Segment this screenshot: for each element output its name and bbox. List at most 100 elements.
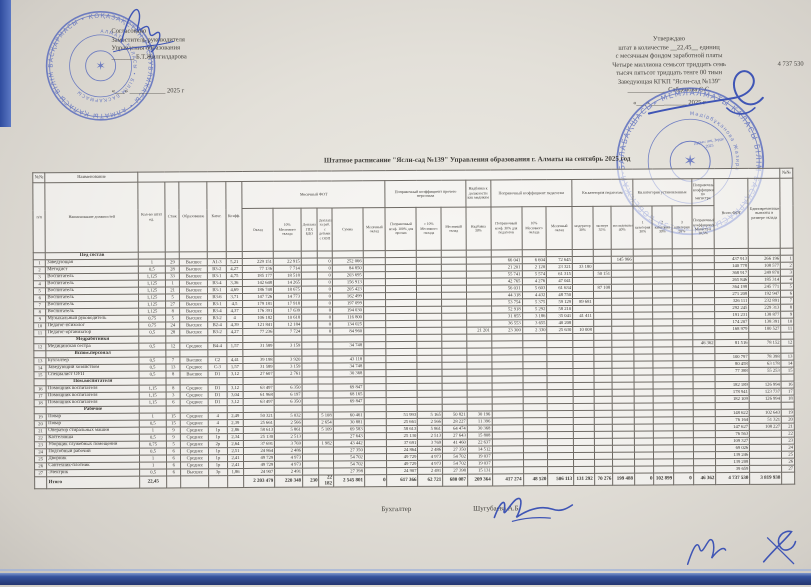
cell: 265 846 — [714, 276, 749, 284]
cell: 5 603 — [521, 284, 547, 292]
cell: 0 — [318, 306, 333, 315]
cell: 139 246 — [715, 451, 750, 459]
cell: 4 973 — [417, 453, 443, 461]
header-cell: п/п — [32, 182, 46, 253]
cell: 15 808 — [467, 431, 493, 440]
cell: 2 330 — [522, 326, 548, 334]
cell: 102 643 — [749, 409, 782, 417]
cell: 116 800 — [332, 313, 364, 321]
cell: 3 — [780, 269, 794, 277]
cell: 126 994 — [749, 395, 782, 403]
cell: 11 — [780, 325, 794, 333]
cell: 229 313 — [748, 304, 781, 312]
cell: 2 545 801 — [333, 474, 365, 488]
cell: 27 — [781, 465, 795, 473]
cell: 61 634 — [546, 284, 573, 292]
cell: 142 648 — [242, 279, 274, 287]
cell: 87 108 — [593, 284, 612, 292]
header-cell — [780, 178, 794, 249]
cell: 109 327 — [715, 437, 750, 445]
cell: 19 037 — [467, 452, 493, 461]
position-name: Итого — [46, 476, 140, 489]
table-body: Пед состав 1 Заведующая 1 29 Высшее А1-3 5,21 22… — [33, 248, 795, 489]
cell: 147 726 — [242, 293, 274, 301]
cell: 417 274 — [492, 473, 524, 487]
cell: 148 622 — [715, 409, 750, 417]
cell: 64 474 — [442, 425, 468, 433]
cell: 12 — [781, 339, 794, 347]
header-cell: 2 категория 30% — [652, 205, 673, 249]
fund-amount: 4 737 530 — [777, 60, 804, 68]
cell: 230 — [302, 475, 320, 488]
cell: 0 — [317, 257, 333, 266]
cell: 179 181 — [242, 300, 274, 308]
cell: 10 008 — [572, 326, 594, 334]
cell: 2 486 — [417, 446, 443, 454]
cell: 11 396 — [467, 417, 492, 426]
cell: 145 966 — [611, 256, 634, 264]
cell: 6 604 — [521, 256, 547, 264]
cell: 0 — [318, 327, 333, 336]
accountant-label: Бухгалтер — [381, 504, 412, 514]
cell: 2 654 — [318, 418, 334, 427]
cell: 292 245 — [714, 304, 749, 312]
header-cell: с 10% Месячного оклада — [416, 207, 442, 251]
cell: 17 918 — [273, 300, 302, 308]
cell: 41 460 — [442, 439, 468, 447]
cell: 5 108 — [318, 411, 334, 420]
cell: 25 — [781, 451, 795, 459]
header-cell: исследователь 40% — [611, 206, 634, 250]
cell: 0 — [317, 285, 333, 294]
cell: 220 348 — [274, 475, 303, 488]
cell: 5 109 — [318, 425, 334, 434]
cell: 271 208 — [714, 290, 749, 298]
cell: 3 769 — [417, 439, 443, 447]
header-cell: Кв.категория установленные — [632, 178, 692, 207]
cell: 245 771 — [748, 283, 781, 291]
cell: 0 — [317, 292, 333, 301]
cell — [227, 475, 244, 488]
cell: 6 — [780, 290, 794, 298]
cell: 4 — [780, 276, 794, 284]
cell: 368 917 — [714, 269, 749, 277]
header-cell: Наименование — [45, 172, 138, 183]
cell: 266 196 — [748, 255, 781, 263]
cell: 185 314 — [748, 276, 781, 284]
cell: 147 627 — [715, 423, 750, 431]
cell: 41 411 — [572, 312, 594, 320]
svg-text:✶: ✶ — [96, 59, 106, 73]
cell: 25 630 — [546, 326, 573, 334]
header-cell: №№ — [32, 172, 46, 183]
cell: 0 — [317, 264, 333, 273]
cell: 1 982 — [318, 439, 334, 448]
cell: 0 — [317, 278, 333, 287]
cell: 4 276 — [521, 277, 547, 285]
header-cell: Катег. — [207, 181, 226, 252]
cell: 4 973 — [417, 460, 443, 468]
cell: 156 913 — [332, 278, 364, 286]
cell: 8 — [780, 304, 794, 312]
cell: 48 750 — [546, 291, 573, 299]
header-cell: Кол-во штат ед. — [137, 181, 166, 253]
staffing-table: №№ Наименование №№ п/п Наименование должност… — [32, 167, 796, 490]
cell: 5 292 — [522, 305, 547, 313]
scan-bottom-line — [0, 569, 811, 571]
cell: 0 — [634, 472, 655, 486]
cell: 185 177 — [242, 272, 274, 280]
cell: 48 520 — [523, 473, 548, 486]
cell — [34, 476, 48, 489]
cell: 89 681 — [572, 298, 594, 306]
header-cell: 10% Месячного оклада — [521, 206, 547, 250]
header-cell: Образование — [179, 181, 208, 252]
cell: 47 041 — [546, 277, 573, 285]
cell: 46 362 — [693, 472, 716, 485]
cell: 28 227 — [442, 418, 468, 426]
cell: 17 — [781, 388, 795, 396]
cell: 139 208 — [715, 458, 750, 466]
cell: 138 391 — [748, 318, 781, 326]
staffing-table-wrap: №№ Наименование №№ п/п Наименование должност… — [32, 167, 796, 490]
svg-text:✶: ✶ — [683, 151, 697, 170]
cell: 106 182 — [242, 314, 274, 322]
cell: 22 — [781, 430, 795, 438]
cell: 35 041 — [546, 312, 573, 320]
